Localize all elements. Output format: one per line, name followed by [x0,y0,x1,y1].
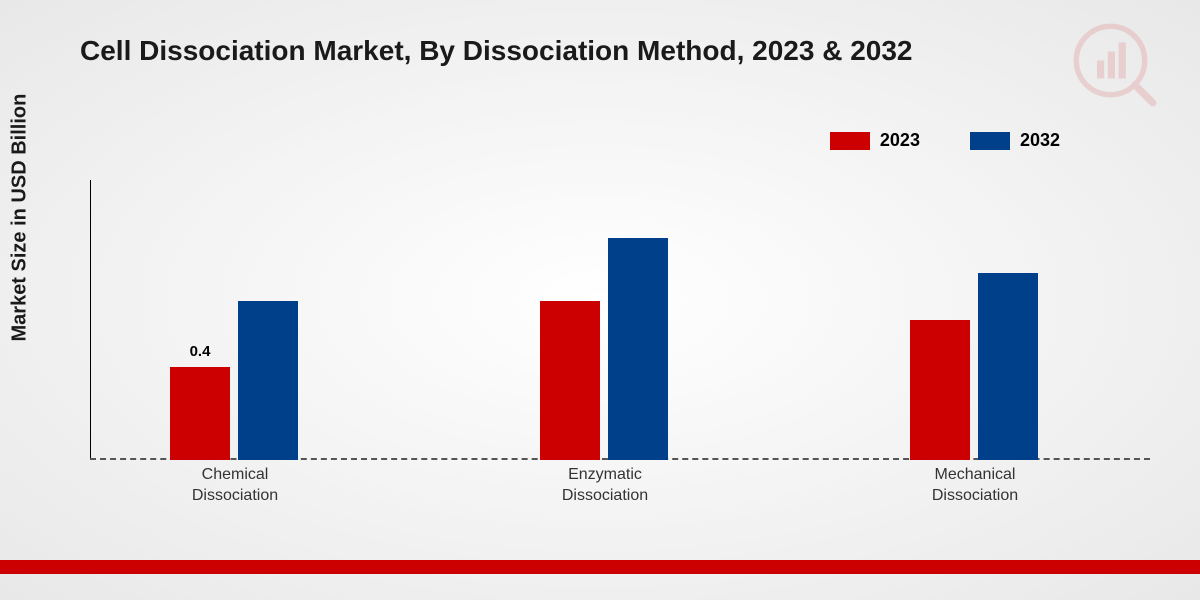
bar-group: 0.4 [170,301,298,460]
bar-group [910,273,1038,460]
x-axis-category-label: EnzymaticDissociation [520,465,690,507]
legend-item-2032: 2032 [970,130,1060,151]
chart-plot-area: 0.4 [90,180,1150,460]
bar-2032 [978,273,1038,460]
watermark-logo [1070,20,1160,110]
legend-item-2023: 2023 [830,130,920,151]
legend-label-2032: 2032 [1020,130,1060,151]
bar-2023 [540,301,600,460]
footer-red-strip [0,560,1200,574]
x-axis-category-label: MechanicalDissociation [890,465,1060,507]
y-axis-label: Market Size in USD Billion [9,94,32,342]
bar-2023: 0.4 [170,367,230,460]
x-axis-labels: ChemicalDissociation EnzymaticDissociatio… [90,465,1150,515]
y-axis-line [90,180,91,460]
legend-label-2023: 2023 [880,130,920,151]
legend: 2023 2032 [830,130,1060,151]
bar-2023 [910,320,970,460]
legend-swatch-2023 [830,132,870,150]
bar-group [540,238,668,460]
legend-swatch-2032 [970,132,1010,150]
chart-title: Cell Dissociation Market, By Dissociatio… [80,35,913,67]
bar-2032 [608,238,668,460]
x-axis-category-label: ChemicalDissociation [150,465,320,507]
bar-value-label: 0.4 [190,343,211,360]
bar-2032 [238,301,298,460]
